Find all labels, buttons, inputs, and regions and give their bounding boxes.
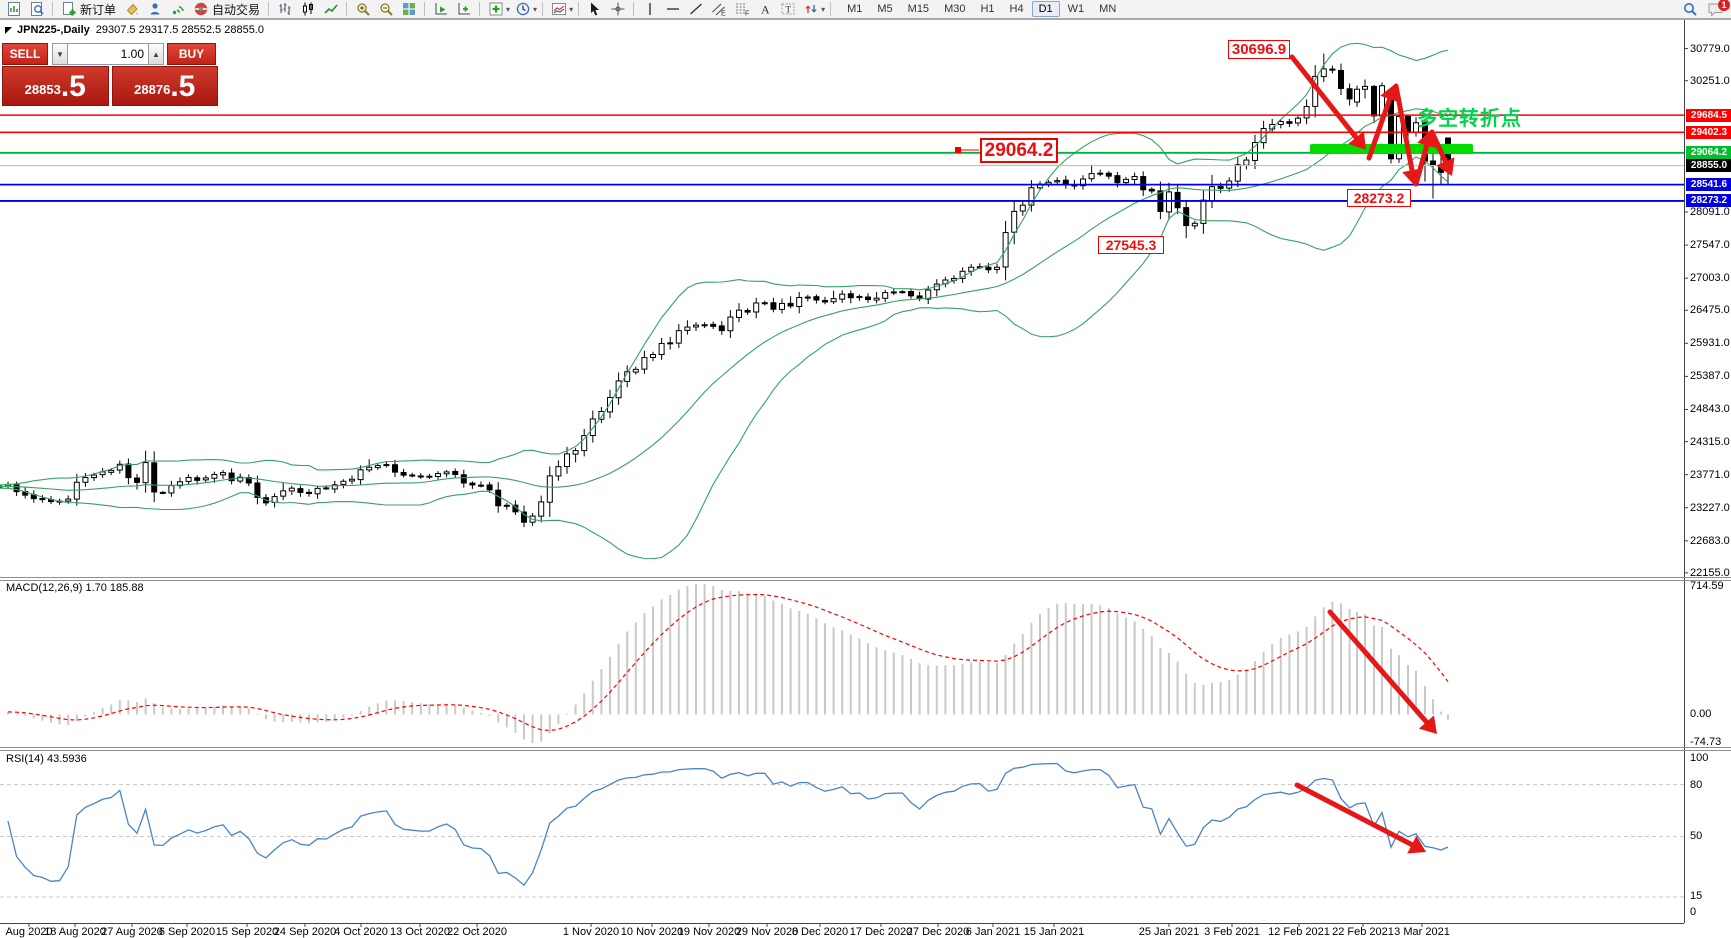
sell-price-pips: .5	[60, 70, 86, 103]
toolbar-separator	[52, 2, 53, 16]
auto-scroll-icon[interactable]	[430, 1, 451, 18]
auto-trading-button[interactable]: 自动交易	[190, 1, 263, 18]
timeframe-h4[interactable]: H4	[1009, 3, 1024, 15]
buy-price[interactable]: 28876.5	[111, 66, 218, 106]
new-chart-icon[interactable]	[3, 1, 24, 18]
ohlc-values: 29307.5 29317.5 28552.5 28855.0	[95, 24, 264, 36]
svg-text:T: T	[785, 5, 791, 15]
timeframe-m15[interactable]: M15	[907, 3, 930, 15]
horizontal-line-icon[interactable]	[662, 1, 683, 18]
new-order-button[interactable]: 新订单	[58, 1, 119, 18]
toolbar-separator	[578, 2, 580, 16]
text-label-icon[interactable]: T	[777, 1, 798, 18]
toolbar-separator	[424, 2, 426, 16]
toolbar-separator	[830, 2, 832, 16]
one-click-trading-panel: SELL ▼ ▲ BUY 28853.5 28876.5	[2, 43, 218, 106]
cursor-icon[interactable]	[584, 1, 605, 18]
chart-corner-icon	[5, 26, 12, 34]
indicators-caret[interactable]: ▾	[506, 4, 511, 14]
timeframe-m5[interactable]: M5	[877, 3, 893, 15]
svg-text:A: A	[761, 3, 770, 17]
sell-price[interactable]: 28853.5	[2, 66, 109, 106]
new-order-label: 新订单	[80, 2, 117, 17]
timeframe-h1[interactable]: H1	[980, 3, 995, 15]
volume-input[interactable]	[68, 43, 148, 65]
arrows-shapes-caret[interactable]: ▾	[821, 4, 826, 14]
toolbar-separator	[346, 2, 348, 16]
publish-icon[interactable]	[144, 1, 165, 18]
timeframe-switcher: M1 M5 M15 M30 H1 H4 D1 W1 MN	[840, 1, 1123, 17]
chart-preview-icon[interactable]	[26, 1, 47, 18]
trade-panel-top-row: SELL ▼ ▲ BUY	[2, 43, 218, 65]
arrows-shapes-icon[interactable]	[800, 1, 821, 18]
timeframe-w1[interactable]: W1	[1067, 3, 1085, 15]
line-chart-icon[interactable]	[320, 1, 341, 18]
buy-price-pips: .5	[170, 70, 196, 103]
symbol-period-label: JPN225-,Daily	[17, 24, 90, 36]
new-order-icon	[63, 2, 76, 16]
notification-badge: 1	[1718, 0, 1730, 11]
candlestick-chart-icon[interactable]	[297, 1, 318, 18]
periods-clock-icon[interactable]	[512, 1, 533, 18]
search-icon[interactable]	[1679, 1, 1700, 18]
auto-trading-icon	[194, 2, 208, 16]
equidistant-channel-icon[interactable]: E	[708, 1, 729, 18]
paint-bucket-icon[interactable]	[121, 1, 142, 18]
sell-button[interactable]: SELL	[2, 43, 48, 65]
text-icon[interactable]: A	[754, 1, 775, 18]
trade-panel-prices: 28853.5 28876.5	[2, 66, 218, 106]
periods-caret[interactable]: ▾	[533, 4, 538, 14]
templates-icon[interactable]	[548, 1, 569, 18]
buy-button[interactable]: BUY	[167, 43, 216, 65]
vertical-line-icon[interactable]	[639, 1, 660, 18]
indicators-icon[interactable]	[485, 1, 506, 18]
toolbar: 新订单 自动交易 ▾ ▾ ▾ E F A T ▾ M1 M5 M15 M30 H1 H4 D…	[0, 0, 1731, 19]
chart-shift-icon[interactable]	[453, 1, 474, 18]
timeframe-m1[interactable]: M1	[847, 3, 863, 15]
svg-text:E: E	[721, 11, 726, 18]
timeframe-d1[interactable]: D1	[1031, 1, 1060, 17]
volume-decrease-button[interactable]: ▼	[52, 43, 68, 65]
trendline-icon[interactable]	[685, 1, 706, 18]
notifications-button[interactable]: 1	[1702, 0, 1730, 18]
timeframe-m30[interactable]: M30	[944, 3, 966, 15]
chart-title: JPN225-,Daily 29307.5 29317.5 28552.5 28…	[5, 24, 264, 36]
timeframe-mn[interactable]: MN	[1099, 3, 1117, 15]
auto-trading-label: 自动交易	[212, 2, 261, 17]
signal-icon[interactable]	[167, 1, 188, 18]
fibonacci-icon[interactable]: F	[731, 1, 752, 18]
toolbar-separator	[479, 2, 481, 16]
zoom-out-icon[interactable]	[375, 1, 396, 18]
toolbar-separator	[268, 2, 270, 16]
templates-caret[interactable]: ▾	[569, 4, 574, 14]
tile-windows-icon[interactable]	[398, 1, 419, 18]
bar-chart-icon[interactable]	[274, 1, 295, 18]
toolbar-separator	[542, 2, 544, 16]
volume-increase-button[interactable]: ▲	[148, 43, 164, 65]
zoom-in-icon[interactable]	[352, 1, 373, 18]
svg-text:F: F	[745, 11, 749, 18]
buy-price-main: 28876	[134, 82, 171, 97]
crosshair-icon[interactable]	[607, 1, 628, 18]
toolbar-separator	[633, 2, 635, 16]
sell-price-main: 28853	[24, 82, 61, 97]
